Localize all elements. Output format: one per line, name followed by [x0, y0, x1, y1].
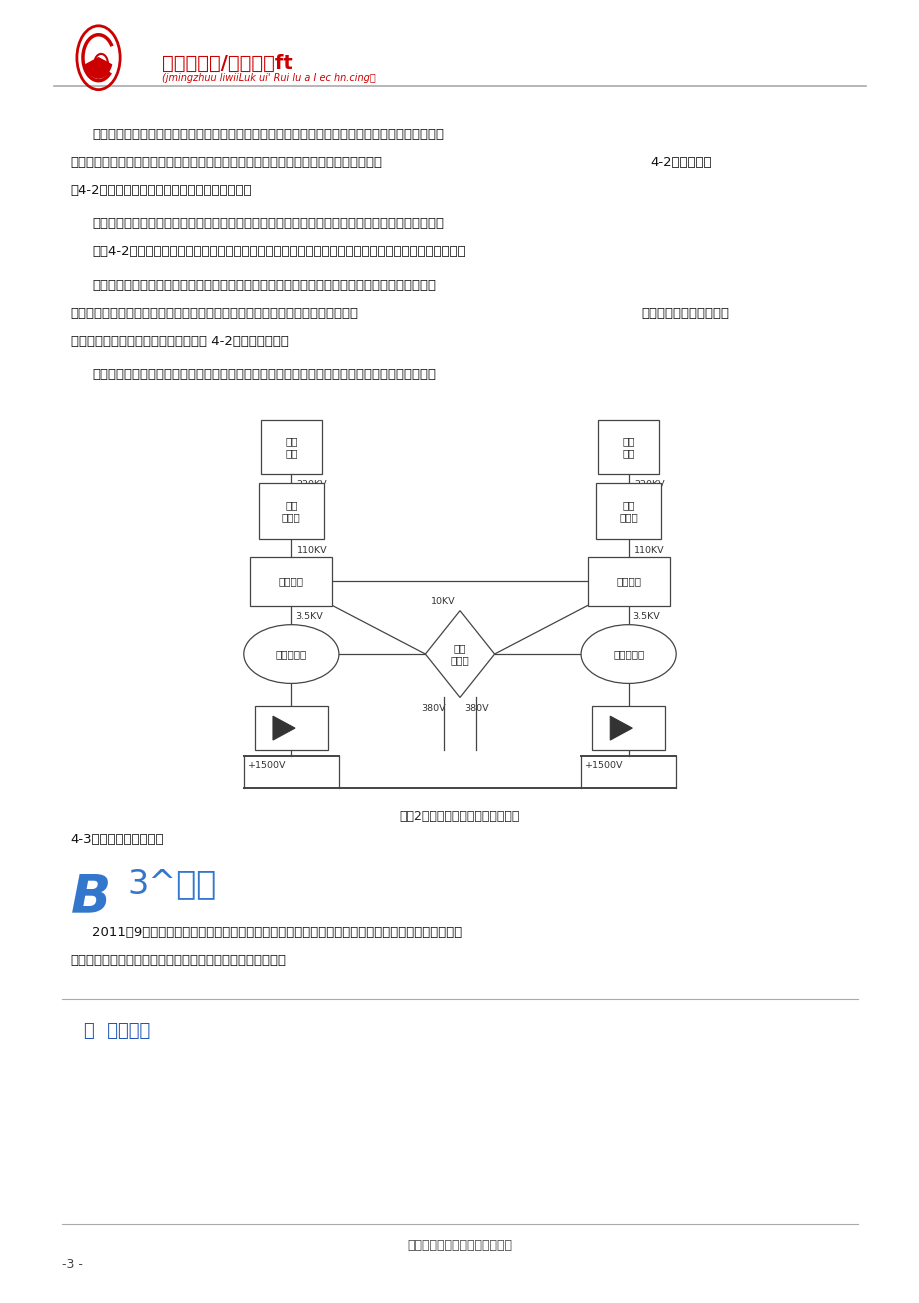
Text: 图4-2，绘制城市轨道交通系统集中供电示意图。: 图4-2，绘制城市轨道交通系统集中供电示意图。 — [71, 184, 252, 197]
Text: 区域
变电所: 区域 变电所 — [618, 500, 637, 521]
FancyBboxPatch shape — [596, 483, 661, 539]
Text: 主变电所: 主变电所 — [278, 576, 303, 586]
Text: 220KV: 220KV — [633, 481, 664, 490]
FancyBboxPatch shape — [250, 556, 332, 606]
Text: 牵引变电所: 牵引变电所 — [612, 649, 643, 659]
FancyBboxPatch shape — [255, 706, 328, 749]
Text: 10KV: 10KV — [431, 597, 455, 606]
Text: 遥广州铁路/业就求修ft: 遥广州铁路/业就求修ft — [162, 53, 292, 73]
Text: 下面给出城市轨道交通集中供电示意图以供学习者参考，也可结合所学知识，默画参考示意图（图: 下面给出城市轨道交通集中供电示意图以供学习者参考，也可结合所学知识，默画参考示意… — [92, 367, 436, 380]
Text: 会出现灾难性后果呢？请各位同学讨论，如何保证地铁安全。: 会出现灾难性后果呢？请各位同学讨论，如何保证地铁安全。 — [71, 954, 287, 967]
Text: 变电所和降压变电所连接起来。（如图 4-2中红色圈部分）: 变电所和降压变电所连接起来。（如图 4-2中红色圈部分） — [71, 335, 289, 348]
Text: 区域
变电所: 区域 变电所 — [282, 500, 301, 521]
Text: B: B — [71, 872, 111, 923]
FancyBboxPatch shape — [261, 421, 322, 474]
Text: 4-2所示。根据: 4-2所示。根据 — [650, 156, 711, 169]
Polygon shape — [425, 611, 494, 697]
Text: 3.5KV: 3.5KV — [631, 612, 659, 622]
Wedge shape — [85, 57, 111, 78]
Text: 供电系统在整个城市轨道交通系统工程是为其它系统提供用电服务，满足各用户的需求的。为了说明: 供电系统在整个城市轨道交通系统工程是为其它系统提供用电服务，满足各用户的需求的。… — [92, 128, 444, 141]
Text: 城市轨道交通供电系统各个组成部分的关系，下面以地铁为例，地铁供电系统示意图如图: 城市轨道交通供电系统各个组成部分的关系，下面以地铁为例，地铁供电系统示意图如图 — [71, 156, 382, 169]
Text: 图「2城市轨道交通集中供电示危图: 图「2城市轨道交通集中供电示危图 — [400, 810, 519, 822]
FancyBboxPatch shape — [258, 483, 323, 539]
Text: +1500V: +1500V — [584, 761, 623, 770]
Text: 节。其作用是：纵向把上级的主变电所和下级的牵引变电所、降压变电所连接起来: 节。其作用是：纵向把上级的主变电所和下级的牵引变电所、降压变电所连接起来 — [71, 306, 358, 319]
Text: 牵引变电所: 牵引变电所 — [276, 649, 307, 659]
FancyBboxPatch shape — [597, 421, 658, 474]
Polygon shape — [609, 717, 631, 740]
Polygon shape — [273, 717, 295, 740]
Text: 380V: 380V — [421, 704, 445, 713]
Text: +1500V: +1500V — [248, 761, 287, 770]
Text: 110KV: 110KV — [633, 546, 664, 555]
Text: 城市
电厂: 城市 电厂 — [622, 437, 634, 457]
Text: 4-3），从而完成任务。: 4-3），从而完成任务。 — [71, 833, 165, 846]
Text: 110KV: 110KV — [296, 546, 327, 555]
Text: ；横向把全线的各个牵引: ；横向把全线的各个牵引 — [641, 306, 729, 319]
Text: 《轨道交通运输设备运用》课程: 《轨道交通运输设备运用》课程 — [407, 1239, 512, 1252]
Text: 在掌握供电系统工作原理、供电方式、系统组成以及变电所的相关知识后，根据地铁供电系统示意图: 在掌握供电系统工作原理、供电方式、系统组成以及变电所的相关知识后，根据地铁供电系… — [92, 218, 444, 231]
Text: 3^寸诊: 3^寸诊 — [127, 868, 216, 900]
Text: -3 -: -3 - — [62, 1259, 83, 1270]
Text: 380V: 380V — [464, 704, 488, 713]
Text: 丝  课后练习: 丝 课后练习 — [84, 1022, 150, 1040]
FancyBboxPatch shape — [591, 706, 664, 749]
Text: 主变电所: 主变电所 — [616, 576, 641, 586]
Ellipse shape — [244, 624, 338, 684]
Text: 2011年9月，广州某报记者调查发现不少地铁事故都是由于供电故障引起的，如遇到停电，地铁是否: 2011年9月，广州某报记者调查发现不少地铁事故都是由于供电故障引起的，如遇到停… — [92, 926, 462, 939]
Text: 220KV: 220KV — [296, 481, 327, 490]
Text: 3.5KV: 3.5KV — [294, 612, 323, 622]
FancyBboxPatch shape — [587, 556, 669, 606]
Text: 降压
变电所: 降压 变电所 — [450, 644, 469, 665]
Text: （图4-2），才可动手绘制城市轨道交通集中供电示意图。在绘制过程中，要注意中压环网的重要作用。: （图4-2），才可动手绘制城市轨道交通集中供电示意图。在绘制过程中，要注意中压环… — [92, 245, 466, 258]
Text: 城市
电厂: 城市 电厂 — [285, 437, 297, 457]
Ellipse shape — [581, 624, 675, 684]
Text: (jmingzhuu liwiiLuk ui' Rui lu a I ec hn.cing）: (jmingzhuu liwiiLuk ui' Rui lu a I ec hn… — [162, 73, 375, 83]
Text: 中压环网是轨道交通供电系统中主变电所与牵引供电系统、动力照明供电系统间相互连接的重要环: 中压环网是轨道交通供电系统中主变电所与牵引供电系统、动力照明供电系统间相互连接的… — [92, 279, 436, 292]
